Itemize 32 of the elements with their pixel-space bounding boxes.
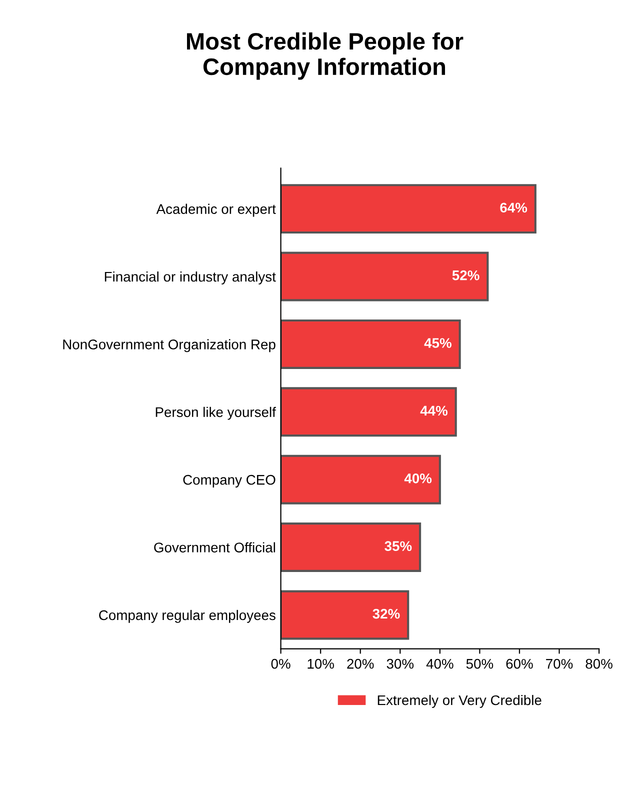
x-tick-label: 50% (466, 658, 494, 669)
y-tick-label: Person like yourself (156, 406, 276, 420)
x-tick-label: 0% (271, 658, 290, 669)
bar (280, 387, 457, 437)
x-tick-label: 60% (506, 658, 533, 669)
y-tick-label: Company regular employees (99, 610, 276, 623)
bar (280, 454, 441, 504)
bar (280, 590, 410, 640)
bar (280, 184, 536, 234)
y-tick-label: Government Official (154, 542, 276, 552)
data-label: 44% (420, 406, 448, 416)
x-tick-label: 70% (546, 658, 573, 669)
chart-title: Most Credible People for Company Information (187, 32, 464, 80)
data-label: 32% (372, 608, 400, 619)
bar (280, 252, 489, 302)
data-label: 40% (404, 473, 432, 484)
legend-label: Extremely or Very Credible (378, 694, 542, 708)
y-tick-label: Financial or industry analyst (104, 271, 276, 284)
x-tick-label: 30% (386, 658, 414, 669)
bar (280, 522, 422, 572)
x-tick-label: 40% (426, 658, 454, 669)
bar (280, 319, 461, 369)
x-tick-label: 80% (586, 658, 612, 669)
x-tick-label: 10% (308, 658, 334, 669)
y-tick-label: NonGovernment Organization Rep (63, 339, 276, 352)
data-label: 64% (500, 202, 528, 213)
data-label: 45% (424, 338, 452, 348)
y-tick-label: Academic or expert (156, 204, 276, 217)
data-label: 35% (384, 541, 412, 552)
x-tick-label: 20% (347, 658, 374, 669)
data-label: 52% (452, 270, 480, 280)
y-tick-label: Company CEO (183, 474, 276, 488)
